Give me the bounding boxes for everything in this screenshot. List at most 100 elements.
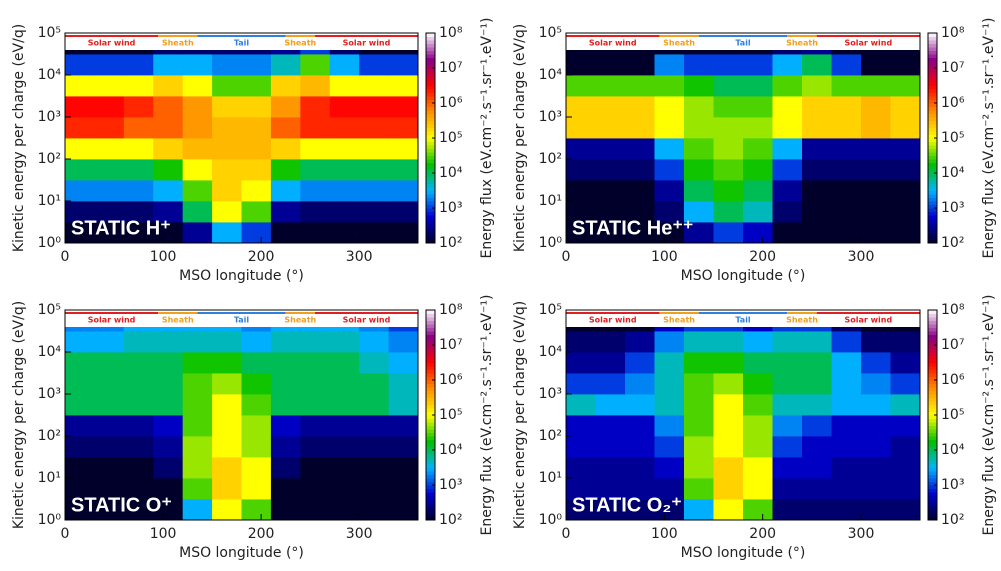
heatmap-cell <box>743 75 773 97</box>
heatmap-cell <box>743 331 773 353</box>
colorbar-segment <box>928 148 937 153</box>
heatmap-cell <box>654 499 685 521</box>
heatmap-cell <box>153 373 184 395</box>
colorbar-segment <box>426 513 435 517</box>
plot-frame <box>64 309 419 521</box>
heatmap-cell <box>743 138 773 160</box>
heatmap-cell <box>300 331 331 353</box>
colorbar-segment <box>928 453 937 458</box>
colorbar-segment <box>426 366 435 370</box>
heatmap-cell <box>153 457 184 479</box>
heatmap-cell <box>300 180 331 202</box>
heatmap-cell <box>802 180 832 202</box>
heatmap-cell <box>713 117 744 139</box>
heatmap-cell <box>270 117 301 139</box>
colorbar-segment <box>928 113 937 118</box>
heatmap-cell <box>713 499 744 521</box>
plot-frame <box>565 32 921 244</box>
heatmap-cell <box>713 436 744 458</box>
colorbar-segment <box>928 99 937 104</box>
colorbar-segment <box>426 187 435 191</box>
heatmap-cell <box>359 394 389 416</box>
heatmap-cell <box>684 457 714 479</box>
colorbar-segment <box>928 96 937 100</box>
heatmap-cell <box>65 436 95 458</box>
colorbar-segment <box>426 113 435 118</box>
region-label: Solar wind <box>589 316 637 325</box>
x-tick-label: 300 <box>848 526 875 542</box>
heatmap-cell <box>182 331 213 353</box>
heatmap-cell <box>831 159 862 181</box>
colorbar-segment <box>426 208 435 212</box>
colorbar-segment <box>928 478 937 482</box>
heatmap-cell <box>388 415 419 437</box>
colorbar-segment <box>928 387 937 391</box>
heatmap-cell <box>772 415 803 437</box>
heatmap-cell <box>270 201 301 223</box>
heatmap-cell <box>94 436 125 458</box>
heatmap-cell <box>713 373 744 395</box>
colorbar-segment <box>928 345 937 349</box>
colorbar-segment <box>928 359 937 363</box>
region-bar-background <box>566 33 920 50</box>
colorbar-segment <box>426 376 435 381</box>
colorbar-segment <box>928 222 937 226</box>
region-label: Solar wind <box>88 316 136 325</box>
colorbar-segment <box>426 310 435 314</box>
heatmap-cell <box>802 478 832 500</box>
heatmap-cell <box>625 96 655 118</box>
heatmap-cell <box>329 499 360 521</box>
colorbar-tick-label: 10⁵ <box>941 130 964 146</box>
colorbar-segment <box>928 180 937 184</box>
colorbar-segment <box>928 488 937 493</box>
colorbar-segment <box>426 99 435 104</box>
heatmap-cell <box>388 331 419 353</box>
heatmap-cell <box>743 478 773 500</box>
colorbar-segment <box>928 47 937 51</box>
heatmap-cell <box>861 352 891 374</box>
heatmap-cell <box>388 457 419 479</box>
heatmap-cell <box>300 415 331 437</box>
colorbar-segment <box>426 190 435 195</box>
heatmap-cell <box>890 331 921 353</box>
region-label: Sheath <box>284 316 316 325</box>
heatmap-cell <box>153 117 184 139</box>
heatmap-cell <box>566 75 596 97</box>
heatmap-cell <box>94 478 125 500</box>
heatmap-cell <box>831 331 862 353</box>
heatmap-cell <box>123 180 154 202</box>
colorbar-tick-label: 10² <box>439 235 462 251</box>
colorbar-segment <box>928 208 937 212</box>
colorbar-segment <box>426 502 435 507</box>
heatmap-cell <box>241 138 272 160</box>
heatmap-cell <box>123 54 154 76</box>
colorbar-segment <box>426 422 435 426</box>
heatmap-cell <box>684 180 714 202</box>
x-tick-label: 0 <box>61 249 70 265</box>
colorbar-segment <box>928 155 937 160</box>
colorbar-segment <box>426 429 435 433</box>
y-tick-label: 10⁵ <box>539 25 562 41</box>
heatmap-cell <box>300 373 331 395</box>
heatmap-cell <box>241 54 272 76</box>
heatmap-cell <box>359 180 389 202</box>
heatmap-cell <box>566 159 596 181</box>
x-tick-label: 200 <box>749 249 776 265</box>
heatmap-cell <box>861 415 891 437</box>
heatmap-cell <box>153 394 184 416</box>
y-tick-label: 10¹ <box>539 470 562 486</box>
colorbar-segment <box>426 215 435 219</box>
heatmap-cell <box>65 373 95 395</box>
heatmap-cell <box>713 415 744 437</box>
heatmap-cell <box>625 75 655 97</box>
heatmap-cell <box>890 96 921 118</box>
heatmap-cell <box>359 457 389 479</box>
heatmap-cell <box>566 457 596 479</box>
heatmap-cell <box>270 75 301 97</box>
colorbar-segment <box>928 355 937 360</box>
heatmap-cell <box>625 222 655 244</box>
colorbar-segment <box>426 117 435 121</box>
heatmap-cell <box>684 415 714 437</box>
colorbar-segment <box>426 162 435 167</box>
